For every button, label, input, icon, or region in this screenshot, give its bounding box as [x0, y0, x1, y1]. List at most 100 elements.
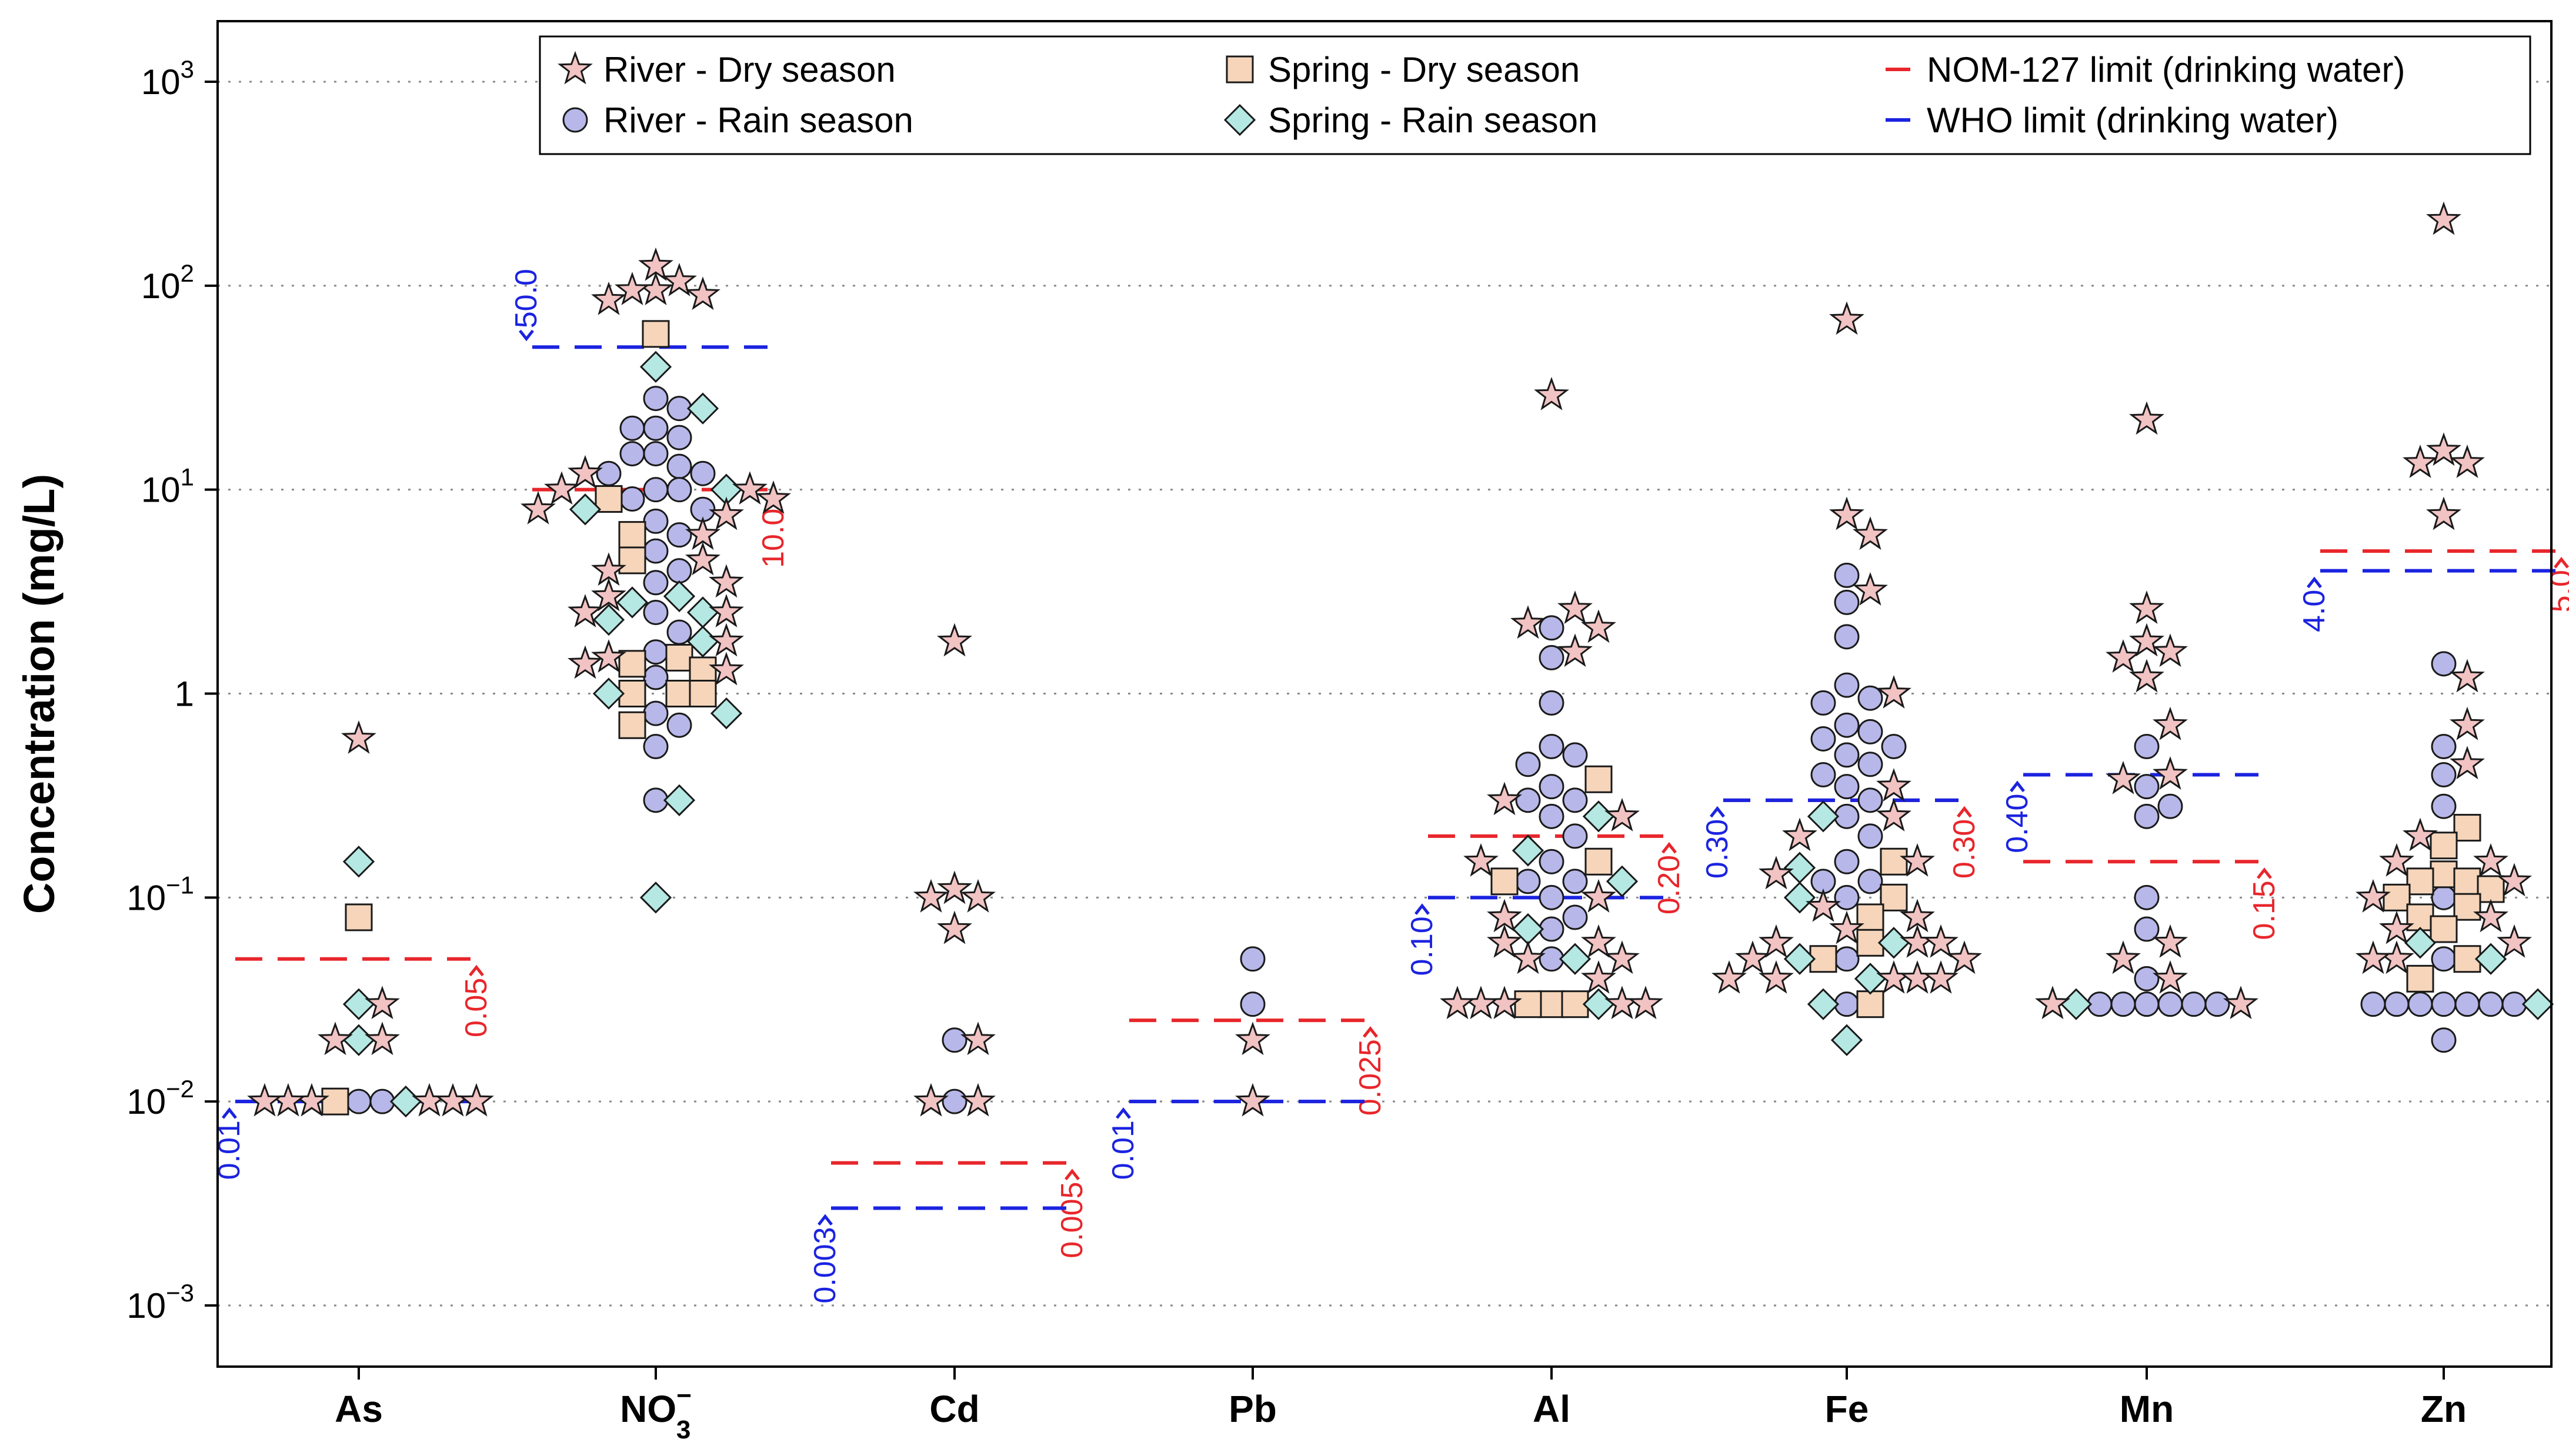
data-point-diamond	[1807, 988, 1840, 1020]
data-point-circle	[1562, 869, 1588, 894]
data-point-circle	[2157, 793, 2183, 819]
data-point-star	[1711, 960, 1747, 994]
data-point-star	[1923, 924, 1959, 958]
data-point-circle	[643, 734, 669, 760]
data-point-circle	[2431, 762, 2457, 788]
data-point-diamond	[686, 392, 719, 425]
y-tick-label: 103	[141, 55, 194, 102]
data-point-star	[662, 263, 697, 296]
data-point-diamond	[1830, 1024, 1863, 1056]
data-point-circle	[2110, 991, 2136, 1017]
data-point-square	[2477, 875, 2505, 903]
y-tick-label: 10−1	[126, 871, 194, 917]
x-tick-label: Pb	[1229, 1388, 1277, 1430]
data-point-star	[913, 879, 949, 913]
data-point-circle	[2478, 991, 2504, 1017]
data-point-circle	[643, 664, 669, 690]
data-point-star	[1604, 940, 1640, 974]
who-limit-value: 0.003	[808, 1227, 842, 1304]
data-point-star	[2129, 659, 2164, 693]
data-point-star	[960, 1021, 996, 1056]
data-point-star	[2153, 633, 2188, 667]
data-point-star	[937, 870, 972, 904]
data-point-star	[247, 1083, 282, 1117]
data-point-circle	[1834, 774, 1860, 800]
data-point-star	[937, 910, 972, 944]
data-point-square	[1880, 883, 1908, 911]
legend-label: WHO limit (drinking water)	[1927, 101, 2338, 140]
data-point-star	[1759, 856, 1794, 890]
data-point-star	[1735, 940, 1770, 974]
data-point-circle	[643, 538, 669, 564]
data-point-square	[1856, 903, 1884, 931]
data-point-star	[1487, 899, 1522, 933]
data-point-star	[2450, 746, 2485, 780]
data-point-star	[2403, 445, 2438, 478]
data-point-star	[1235, 1021, 1270, 1056]
data-point-star	[685, 276, 720, 310]
legend-marker-diamond	[1223, 103, 1256, 136]
limit-arrowhead	[469, 964, 484, 977]
data-point-star	[1581, 609, 1616, 643]
data-point-circle	[2360, 991, 2386, 1017]
data-point-star	[1510, 605, 1546, 639]
data-point-star	[709, 496, 744, 530]
limit-arrowhead	[1661, 841, 1677, 854]
nom-limit-value: 5.0	[2544, 570, 2569, 612]
data-point-star	[2106, 940, 2141, 974]
data-point-star	[365, 986, 400, 1020]
limit-arrowhead	[1710, 806, 1725, 818]
data-point-circle	[2431, 991, 2457, 1017]
data-point-square	[2453, 867, 2481, 896]
data-point-circle	[1834, 672, 1860, 698]
data-point-star	[2129, 590, 2164, 624]
data-point-circle	[1539, 690, 1564, 716]
data-point-square	[1584, 847, 1613, 876]
data-point-star	[1923, 960, 1959, 994]
data-point-diamond	[710, 697, 743, 730]
data-point-square	[1584, 765, 1613, 793]
data-point-circle	[619, 486, 645, 512]
data-point-square	[1514, 990, 1542, 1018]
data-point-star	[2497, 863, 2532, 897]
y-axis-label: Concentration (mg/L)	[15, 474, 64, 914]
data-point-star	[2223, 986, 2258, 1020]
data-point-star	[732, 471, 768, 505]
data-point-circle	[643, 639, 669, 665]
data-point-star	[685, 542, 720, 576]
data-point-circle	[1240, 946, 1266, 972]
data-points	[247, 201, 2554, 1118]
data-point-square	[2406, 964, 2434, 993]
data-point-diamond	[342, 846, 375, 878]
data-point-star	[1487, 782, 1522, 816]
data-point-star	[1876, 675, 1911, 709]
nom-limit-value: 0.15	[2247, 880, 2281, 940]
data-point-star	[2356, 940, 2391, 974]
data-point-square	[665, 680, 693, 707]
data-point-circle	[1810, 762, 1836, 788]
data-point-circle	[1834, 624, 1860, 650]
legend-label: NOM-127 limit (drinking water)	[1927, 50, 2405, 89]
data-point-star	[1235, 1083, 1270, 1117]
legend-label: River - Rain season	[603, 101, 913, 140]
data-point-diamond	[1606, 865, 1639, 897]
data-point-star	[568, 455, 603, 489]
data-point-square	[618, 650, 646, 678]
data-point-star	[937, 623, 972, 657]
data-point-circle	[1515, 752, 1541, 777]
legend-label: Spring - Rain season	[1268, 101, 1597, 140]
data-point-diamond	[1559, 943, 1592, 975]
data-point-star	[341, 720, 376, 754]
data-point-circle	[1881, 734, 1907, 760]
data-point-star	[1604, 797, 1640, 831]
data-point-circle	[643, 441, 669, 467]
data-point-star	[2153, 924, 2188, 958]
data-point-diamond	[2521, 988, 2554, 1020]
data-point-circle	[643, 599, 669, 625]
data-point-square	[2406, 903, 2434, 931]
data-point-diamond	[2404, 927, 2437, 959]
data-point-diamond	[1783, 943, 1816, 975]
who-limit-value: 0.40	[2000, 794, 2034, 853]
data-point-circle	[643, 570, 669, 596]
x-tick-label: Fe	[1825, 1388, 1869, 1430]
